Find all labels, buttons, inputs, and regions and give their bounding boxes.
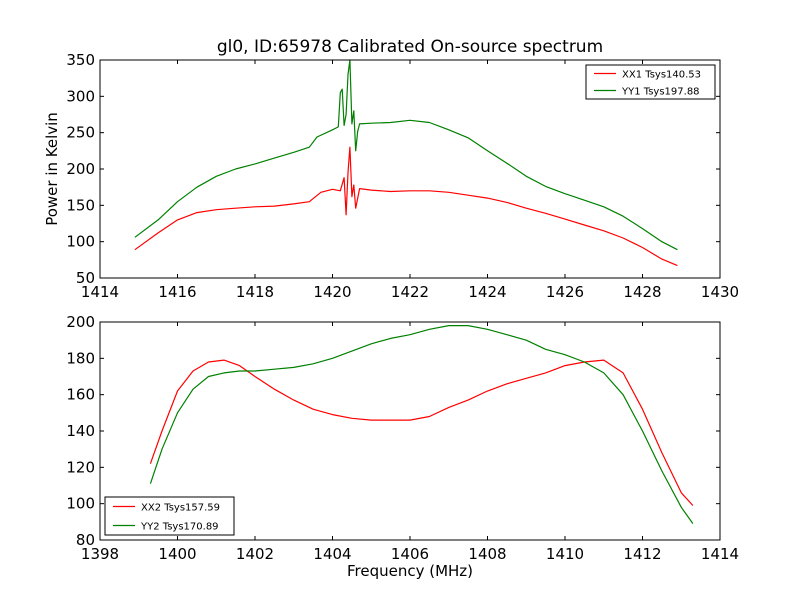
x-tick-label: 1422 [391, 283, 429, 301]
y-tick-label: 100 [66, 233, 95, 251]
legend-label: YY1 Tsys197.88 [621, 87, 700, 98]
x-tick-label: 1398 [81, 545, 119, 563]
y-tick-label: 160 [66, 386, 95, 404]
series-line-xx [134, 146, 678, 267]
legend-box [104, 496, 235, 536]
legend: XX1 Tsys140.53 YY1 Tsys197.88 [585, 64, 716, 100]
y-tick-label: 150 [66, 196, 95, 214]
y-tick-label: 200 [66, 313, 95, 331]
legend-label: XX2 Tsys157.59 [141, 503, 220, 514]
x-tick-label: 1410 [546, 545, 584, 563]
x-tick-label: 1418 [236, 283, 274, 301]
series-line-xx [149, 359, 694, 506]
y-tick-label: 80 [76, 531, 95, 549]
x-tick-label: 1424 [468, 283, 506, 301]
legend-label: YY2 Tsys170.89 [140, 522, 219, 533]
legend-box [585, 64, 716, 100]
x-axis-label: Frequency (MHz) [347, 562, 473, 580]
series-layer [149, 325, 694, 524]
x-tick-label: 1408 [468, 545, 506, 563]
x-tick-label: 1404 [313, 545, 351, 563]
ticks-layer: 1398 1400 1402 1404 1406 1408 1410 1412 1414 80 10… [66, 313, 739, 563]
x-tick-label: 1416 [158, 283, 196, 301]
x-tick-label: 1426 [546, 283, 584, 301]
x-tick-label: 1402 [236, 545, 274, 563]
bottom-subplot: Frequency (MHz) 1398 1400 1402 1404 1406 1408… [66, 313, 739, 580]
legend-label: XX1 Tsys140.53 [622, 70, 701, 81]
y-tick-label: 120 [66, 458, 95, 476]
x-tick-label: 1406 [391, 545, 429, 563]
legend: XX2 Tsys157.59 YY2 Tsys170.89 [104, 496, 235, 536]
top-subplot: gl0, ID:65978 Calibrated On-source spect… [43, 37, 739, 301]
y-tick-label: 50 [76, 269, 95, 287]
x-tick-label: 1430 [701, 283, 739, 301]
x-tick-label: 1412 [623, 545, 661, 563]
y-tick-label: 180 [66, 349, 95, 367]
x-tick-label: 1420 [313, 283, 351, 301]
y-tick-label: 100 [66, 495, 95, 513]
x-tick-label: 1428 [623, 283, 661, 301]
x-tick-label: 1414 [81, 283, 119, 301]
y-tick-label: 350 [66, 51, 95, 69]
y-tick-label: 300 [66, 87, 95, 105]
chart-title: gl0, ID:65978 Calibrated On-source spect… [217, 37, 603, 57]
series-line-yy [134, 59, 678, 251]
y-tick-label: 200 [66, 160, 95, 178]
x-tick-label: 1414 [701, 545, 739, 563]
ticks-layer: 1414 1416 1418 1420 1422 1424 1426 1428 1430 50 10… [66, 51, 739, 301]
y-tick-label: 250 [66, 124, 95, 142]
x-tick-label: 1400 [158, 545, 196, 563]
y-axis-label: Power in Kelvin [43, 112, 61, 226]
series-layer [134, 59, 678, 267]
y-tick-label: 140 [66, 422, 95, 440]
series-line-yy [149, 325, 694, 524]
